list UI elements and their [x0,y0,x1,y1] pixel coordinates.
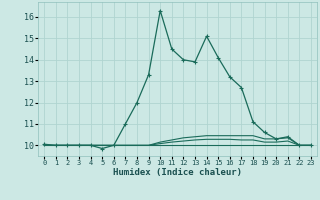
X-axis label: Humidex (Indice chaleur): Humidex (Indice chaleur) [113,168,242,177]
